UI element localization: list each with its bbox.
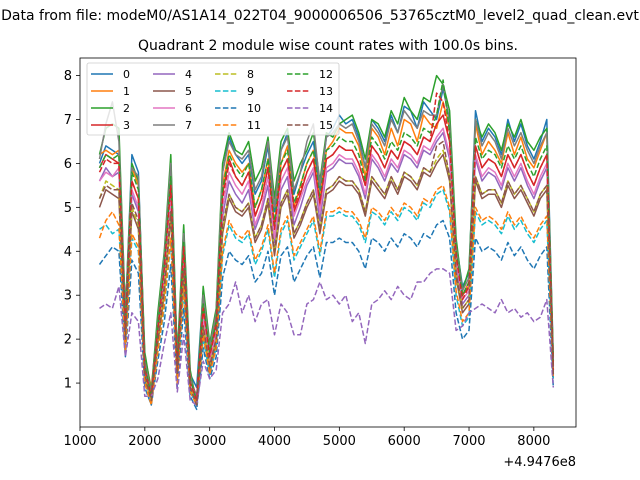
y-tick-label: 8 [64,69,72,84]
legend-label-11: 11 [247,119,261,132]
series-line-15 [98,140,555,406]
chart-title: Quadrant 2 module wise count rates with … [138,38,518,54]
legend-label-4: 4 [185,68,192,81]
legend-label-9: 9 [247,85,254,98]
legend-label-3: 3 [123,119,130,132]
legend-label-8: 8 [247,68,254,81]
y-tick-label: 6 [64,157,72,172]
y-tick-label: 2 [64,333,72,348]
x-tick-label: 7000 [452,434,485,449]
legend-label-2: 2 [123,102,130,115]
legend-label-10: 10 [247,102,261,115]
legend-label-0: 0 [123,68,130,81]
x-axis-offset-label: +4.9476e8 [503,455,576,470]
figure-suptitle: Data from file: modeM0/AS1A14_022T04_900… [1,8,639,24]
legend-label-7: 7 [185,119,192,132]
legend-label-13: 13 [319,85,333,98]
y-tick-label: 3 [64,289,72,304]
legend-label-1: 1 [123,85,130,98]
y-tick-label: 1 [64,377,72,392]
y-axis-ticks: 1 2 3 4 5 6 7 8 [64,69,80,392]
series-line-11 [98,184,555,406]
x-tick-label: 3000 [193,434,226,449]
series-line-10 [98,219,555,411]
series-line-14 [99,268,555,406]
plot-lines [98,74,555,411]
legend-label-5: 5 [185,85,192,98]
legend-label-14: 14 [319,102,333,115]
legend-box [86,62,340,136]
legend-label-15: 15 [319,119,333,132]
x-tick-label: 8000 [517,434,550,449]
x-tick-label: 5000 [323,434,356,449]
x-axis-ticks: 1000 2000 3000 4000 5000 6000 7000 8000 [63,427,550,449]
x-tick-label: 4000 [258,434,291,449]
y-tick-label: 4 [64,245,72,260]
legend-label-12: 12 [319,68,333,81]
x-tick-label: 6000 [388,434,421,449]
x-tick-label: 2000 [128,434,161,449]
legend-label-6: 6 [185,102,192,115]
y-tick-label: 7 [64,113,72,128]
axes-frame [79,57,577,428]
y-tick-label: 5 [64,201,72,216]
x-tick-label: 1000 [63,434,96,449]
